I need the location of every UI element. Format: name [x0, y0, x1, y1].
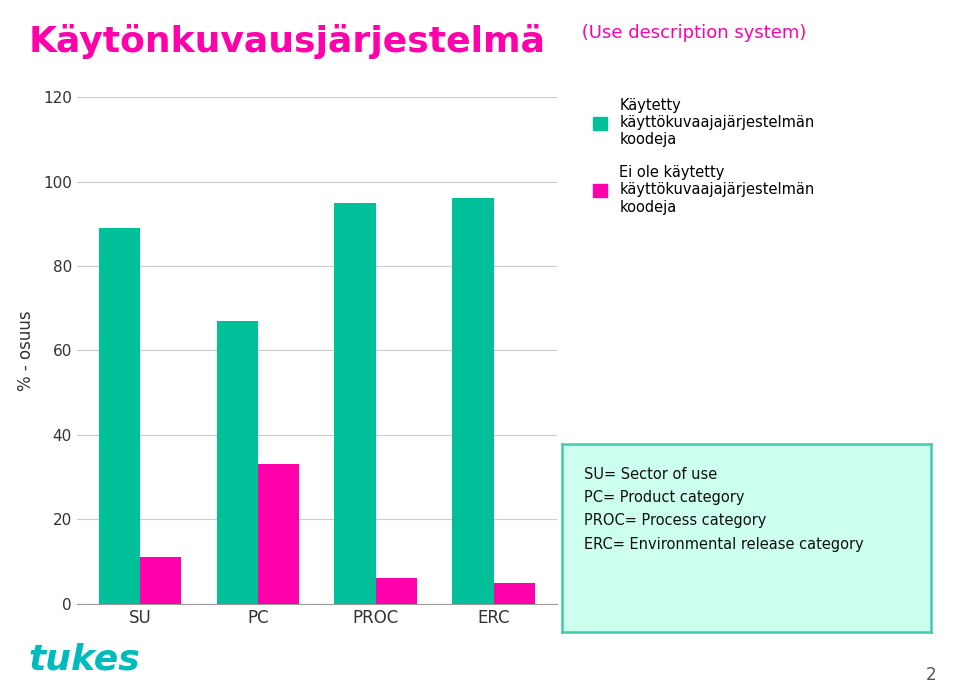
Bar	[452, 198, 493, 604]
Bar	[493, 583, 535, 604]
Bar	[140, 557, 181, 604]
Text: SU= Sector of use
PC= Product category
PROC= Process category
ERC= Environmental: SU= Sector of use PC= Product category P…	[584, 466, 864, 552]
Bar	[99, 228, 140, 604]
Bar	[258, 464, 300, 604]
Legend: Käytetty
käyttökuvaajajärjestelmän
koodeja, Ei ole käytetty
käyttökuvaajajärjest: Käytetty käyttökuvaajajärjestelmän koode…	[593, 98, 814, 214]
Bar	[334, 203, 375, 604]
Text: tukes: tukes	[29, 643, 140, 677]
Y-axis label: % - osuus: % - osuus	[16, 310, 35, 391]
Text: 2: 2	[925, 666, 936, 684]
Text: Käytönkuvausjärjestelmä: Käytönkuvausjärjestelmä	[29, 24, 546, 59]
Bar	[375, 579, 417, 604]
Text: (Use description system): (Use description system)	[576, 24, 806, 42]
Bar	[217, 321, 258, 604]
